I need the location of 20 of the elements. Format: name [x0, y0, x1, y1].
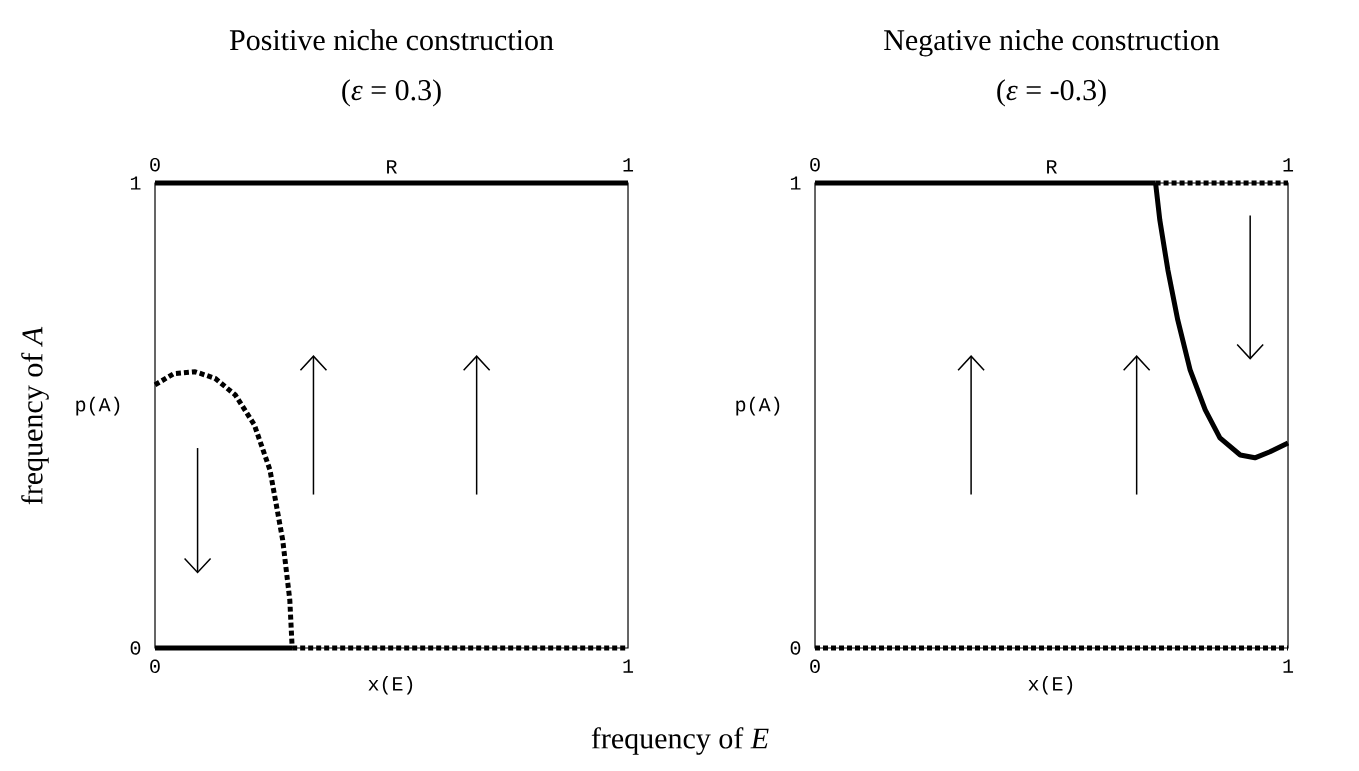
x2-axis-title: R: [387, 160, 397, 174]
chart-subtitle: (ε = -0.3): [997, 79, 1106, 107]
x-axis-title: x(E): [368, 675, 413, 695]
x2-axis-title: R: [1047, 160, 1058, 174]
x-tick-label: 0: [810, 659, 820, 674]
chart-title: Negative niche construction: [884, 29, 1220, 57]
x2-tick-label: 0: [810, 157, 820, 172]
x2-tick-label: 1: [1283, 158, 1294, 172]
text: frequency of E: [591, 727, 769, 755]
y-axis-title: p(A): [736, 396, 780, 416]
x-tick-label: 0: [150, 659, 160, 674]
x-tick-label: 1: [623, 659, 634, 673]
x2-tick-label: 1: [623, 158, 634, 172]
chart-subtitle: (ε = 0.3): [342, 79, 441, 107]
x2-tick-label: 0: [150, 157, 160, 172]
y-axis-title: p(A): [76, 396, 120, 416]
x-axis-title: x(E): [1028, 675, 1073, 695]
chart-title: Positive niche construction: [229, 29, 554, 51]
x-tick-label: 1: [1283, 659, 1294, 673]
text: frequency of A: [21, 326, 49, 505]
